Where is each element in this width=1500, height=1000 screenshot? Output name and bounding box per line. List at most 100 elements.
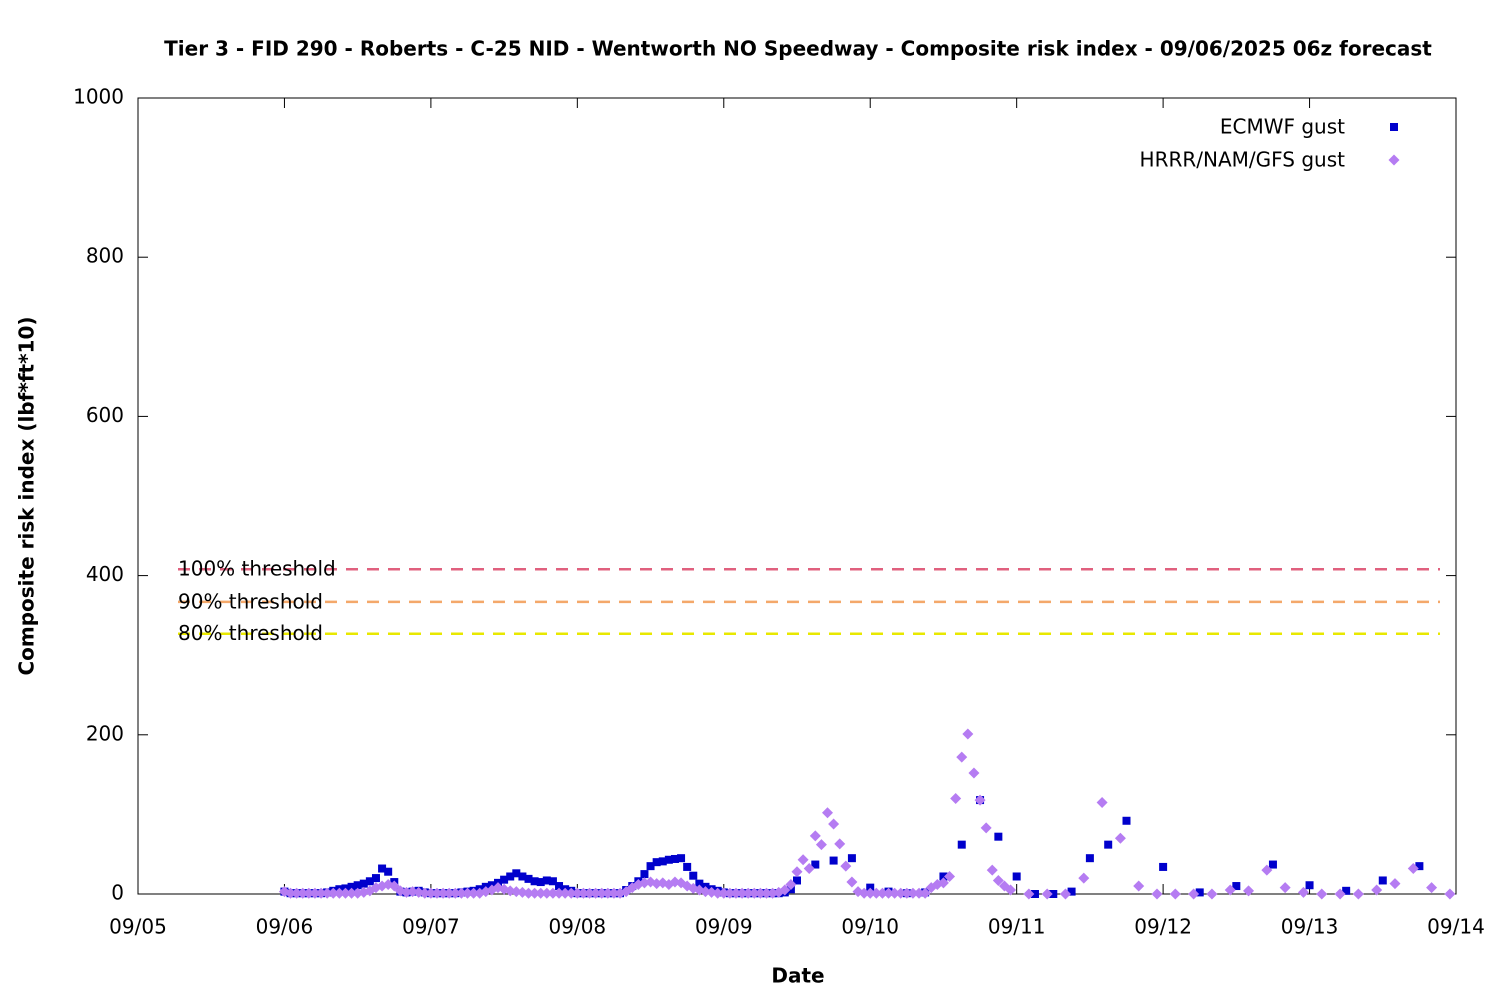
legend-label: HRRR/NAM/GFS gust (1140, 148, 1346, 172)
data-point (724, 887, 736, 899)
data-point (303, 887, 315, 899)
data-point (577, 887, 589, 899)
data-point (384, 867, 393, 876)
data-point (291, 887, 303, 899)
data-point (1030, 890, 1039, 898)
data-point (986, 864, 998, 876)
x-tick-label: 09/06 (256, 915, 314, 939)
y-tick-label: 1000 (73, 85, 124, 109)
data-point (1159, 862, 1168, 871)
data-point (828, 818, 840, 830)
data-point (785, 878, 797, 890)
data-point (1316, 888, 1328, 900)
data-point (1243, 885, 1255, 897)
data-point (907, 887, 919, 899)
legend-marker (1390, 123, 1398, 131)
data-point (1371, 884, 1383, 896)
legend-label: ECMWF gust (1220, 115, 1345, 139)
x-tick-label: 09/07 (402, 915, 460, 939)
data-point (559, 887, 571, 899)
data-point (889, 887, 901, 899)
data-point (346, 887, 358, 899)
data-point (1334, 888, 1346, 900)
y-tick-label: 200 (86, 721, 124, 745)
data-point (553, 887, 565, 899)
data-point (535, 887, 547, 899)
data-point (1078, 872, 1090, 884)
data-point (468, 887, 480, 899)
data-point (992, 874, 1004, 886)
data-point (950, 792, 962, 804)
data-point (1297, 886, 1309, 898)
data-point (443, 887, 455, 899)
data-point (455, 887, 467, 899)
data-point (365, 877, 374, 886)
data-point (670, 854, 679, 863)
data-point (646, 862, 655, 871)
data-point (919, 887, 931, 899)
data-point (944, 870, 956, 882)
data-point (1012, 872, 1021, 881)
data-point (718, 887, 730, 899)
threshold-label: 100% threshold (178, 557, 336, 581)
data-point (779, 884, 791, 896)
data-point (1133, 880, 1145, 892)
data-point (529, 887, 541, 899)
data-point (974, 794, 986, 806)
data-point (1342, 886, 1351, 895)
data-point (315, 887, 327, 899)
data-point (378, 864, 387, 873)
data-point (512, 869, 521, 878)
data-point (956, 751, 968, 763)
data-point (353, 881, 362, 890)
data-point (809, 830, 821, 842)
data-point (811, 860, 820, 869)
data-point (652, 858, 661, 867)
data-point (1444, 888, 1456, 900)
data-point (1041, 888, 1053, 900)
data-point (542, 876, 551, 885)
data-point (834, 838, 846, 850)
threshold-label: 90% threshold (178, 589, 323, 613)
data-point (541, 887, 553, 899)
data-point (1389, 878, 1401, 890)
chart-title: Tier 3 - FID 290 - Roberts - C-25 NID - … (164, 37, 1432, 61)
data-point (1195, 888, 1204, 897)
data-point (1261, 864, 1273, 876)
data-point (1005, 884, 1017, 896)
data-point (677, 854, 686, 863)
data-point (530, 877, 539, 886)
x-tick-label: 09/13 (1281, 915, 1339, 939)
data-point (437, 887, 449, 899)
data-point (1407, 863, 1419, 875)
data-point (730, 887, 742, 899)
x-axis-label: Date (771, 964, 824, 988)
data-point (829, 856, 838, 865)
data-point (1114, 832, 1126, 844)
data-point (760, 887, 772, 899)
x-tick-label: 09/10 (841, 915, 899, 939)
data-point (584, 887, 596, 899)
data-point (901, 887, 913, 899)
data-point (1104, 840, 1113, 849)
data-point (803, 863, 815, 875)
data-point (913, 887, 925, 899)
data-point (359, 879, 368, 888)
data-point (883, 887, 895, 899)
data-point (712, 887, 724, 899)
data-point (565, 887, 577, 899)
data-point (425, 887, 437, 899)
data-point (333, 887, 345, 899)
data-point (548, 877, 557, 886)
threshold-label: 80% threshold (178, 621, 323, 645)
data-point (1059, 888, 1071, 900)
plot-frame (137, 97, 1457, 895)
data-point (937, 877, 949, 889)
data-point (1085, 854, 1094, 863)
data-point (1268, 860, 1277, 869)
data-point (536, 878, 545, 887)
data-point (590, 887, 602, 899)
data-point (518, 872, 527, 881)
data-point (523, 887, 535, 899)
